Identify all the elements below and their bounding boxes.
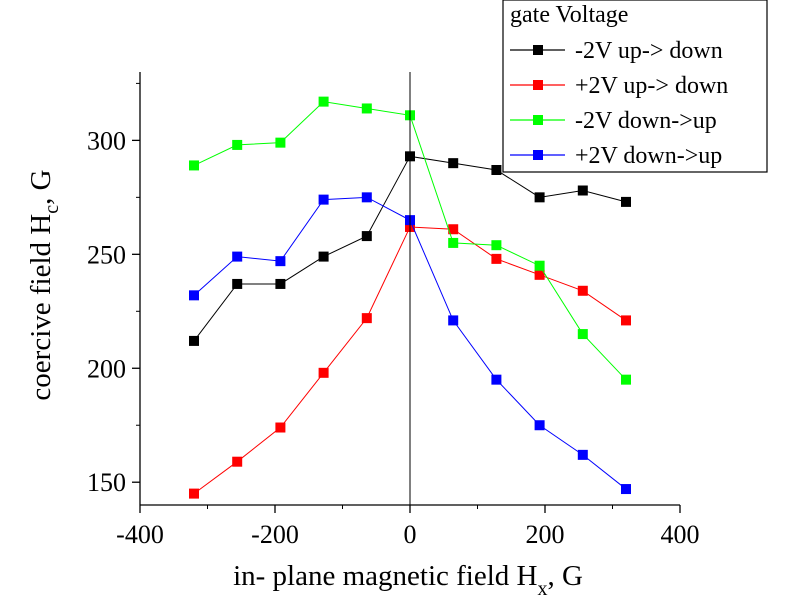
y-tick-label: 300 (87, 126, 126, 155)
data-point (318, 96, 329, 107)
axes (132, 72, 681, 513)
data-point (577, 449, 588, 460)
data-point (577, 329, 588, 340)
x-tick-labels: -400 -200 0 200 400 (116, 520, 699, 549)
x-tick-label: -400 (116, 520, 164, 549)
legend-marker (533, 45, 543, 55)
data-point (232, 456, 243, 467)
y-tick-labels: 150 200 250 300 (87, 126, 126, 497)
y-tick-label: 200 (87, 354, 126, 383)
x-axis-title: in- plane magnetic field Hx, G (233, 560, 583, 600)
data-point (275, 278, 286, 289)
x-tick-label: 400 (661, 520, 700, 549)
data-point (189, 160, 199, 171)
data-point (318, 367, 329, 378)
legend-item: +2V down->up (510, 143, 722, 169)
data-point (189, 290, 199, 301)
data-point (621, 484, 631, 495)
data-point (275, 256, 286, 267)
data-point (448, 237, 459, 248)
data-point (448, 315, 459, 326)
data-point (577, 185, 588, 196)
data-point (232, 251, 243, 262)
data-point (491, 240, 502, 251)
legend-title: gate Voltage (510, 2, 628, 28)
data-point (491, 164, 502, 175)
data-point (448, 224, 459, 235)
y-tick-label: 250 (87, 240, 126, 269)
data-point (318, 251, 329, 262)
data-point (621, 196, 631, 207)
data-point (621, 315, 631, 326)
legend-item: +2V up-> down (510, 73, 728, 99)
legend-marker (533, 150, 543, 160)
data-point (232, 139, 243, 150)
data-point (361, 103, 372, 114)
data-point (448, 158, 459, 169)
data-point (275, 422, 286, 433)
data-point (189, 335, 199, 346)
legend: gate Voltage -2V up-> down +2V up-> down -… (502, 0, 768, 173)
legend-label: -2V down->up (575, 108, 717, 134)
data-point (534, 192, 545, 203)
legend-item: -2V up-> down (510, 38, 723, 64)
data-point (361, 313, 372, 324)
legend-marker (533, 115, 543, 125)
data-point (491, 253, 502, 264)
data-point (361, 192, 372, 203)
data-point (577, 285, 588, 296)
data-point (534, 420, 545, 431)
data-point (275, 137, 286, 148)
y-tick-label: 150 (87, 468, 126, 497)
legend-item: -2V down->up (510, 108, 717, 134)
data-point (232, 278, 243, 289)
data-point (361, 231, 372, 242)
legend-label: +2V up-> down (575, 73, 728, 99)
data-point (491, 374, 502, 385)
legend-label: -2V up-> down (575, 38, 723, 64)
legend-box (502, 0, 768, 173)
data-point (534, 260, 545, 271)
data-point (621, 374, 631, 385)
y-axis-title: coercive field Hc, G (25, 169, 63, 400)
data-point (534, 269, 545, 280)
x-tick-label: -200 (251, 520, 299, 549)
legend-label: +2V down->up (575, 143, 722, 169)
data-point (189, 488, 199, 499)
data-point (318, 194, 329, 205)
x-tick-label: 0 (404, 520, 417, 549)
legend-marker (533, 80, 543, 90)
x-tick-label: 200 (526, 520, 565, 549)
